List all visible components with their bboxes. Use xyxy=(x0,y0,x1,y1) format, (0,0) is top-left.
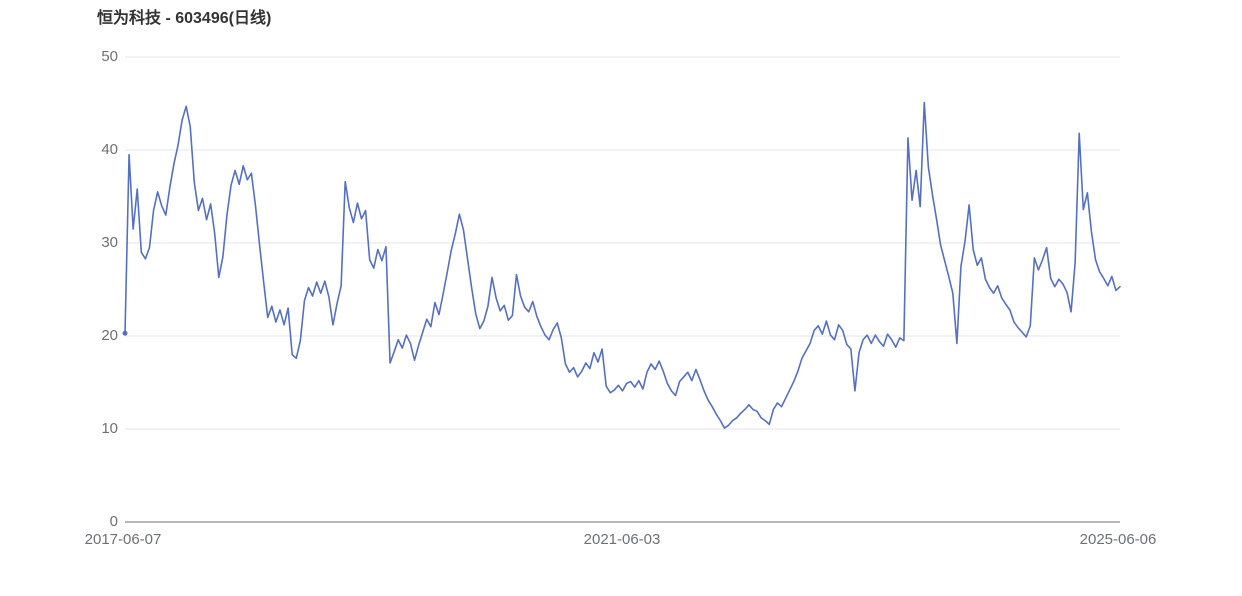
chart-title: 恒为科技 - 603496(日线) xyxy=(97,10,272,27)
y-axis-label: 20 xyxy=(101,327,118,344)
y-axis-label: 30 xyxy=(101,234,118,251)
gridlines xyxy=(125,56,1120,523)
y-axis-label: 50 xyxy=(101,48,118,65)
price-line xyxy=(124,101,1121,429)
x-axis-label: 2025-06-06 xyxy=(1079,531,1157,548)
x-axis-label: 2021-06-03 xyxy=(583,531,661,548)
y-axis-label: 10 xyxy=(101,420,118,437)
y-axis-label: 40 xyxy=(101,141,118,158)
x-axis-label: 2017-06-07 xyxy=(84,531,162,548)
series-start-dot xyxy=(122,330,128,336)
y-axis-label: 0 xyxy=(109,513,118,530)
